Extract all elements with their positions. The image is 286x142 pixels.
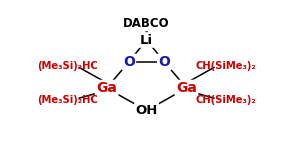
- Text: OH: OH: [135, 104, 158, 117]
- Text: (Me₃Si)₂HC: (Me₃Si)₂HC: [37, 95, 98, 105]
- Text: Ga: Ga: [96, 81, 117, 95]
- Text: Ga: Ga: [176, 81, 197, 95]
- Text: DABCO: DABCO: [123, 17, 170, 30]
- Text: CH(SiMe₃)₂: CH(SiMe₃)₂: [196, 61, 256, 71]
- Text: Ga: Ga: [176, 81, 197, 95]
- Text: O: O: [123, 55, 135, 69]
- Text: Li: Li: [140, 34, 153, 46]
- Text: (Me₃Si)₂HC: (Me₃Si)₂HC: [37, 61, 98, 71]
- Text: O: O: [158, 55, 170, 69]
- Text: Ga: Ga: [96, 81, 117, 95]
- Text: O: O: [158, 55, 170, 69]
- Text: O: O: [123, 55, 135, 69]
- Text: CH(SiMe₃)₂: CH(SiMe₃)₂: [196, 95, 256, 105]
- Text: Li: Li: [140, 34, 153, 46]
- Text: DABCO: DABCO: [123, 17, 170, 30]
- Text: OH: OH: [135, 104, 158, 117]
